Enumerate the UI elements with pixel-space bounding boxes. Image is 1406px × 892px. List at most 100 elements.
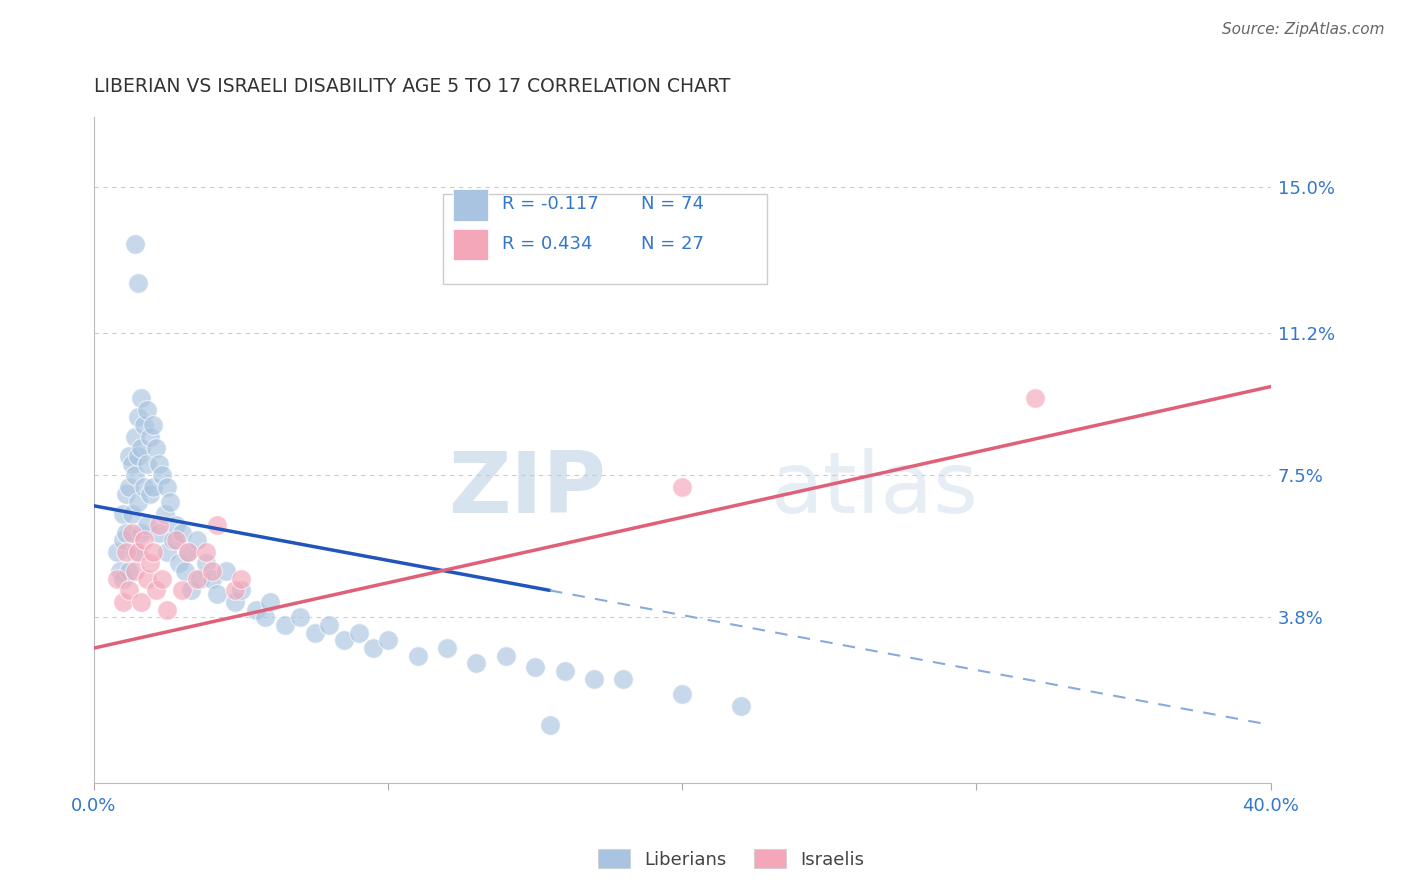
Point xyxy=(148,525,170,540)
Point xyxy=(121,507,143,521)
Point xyxy=(215,564,238,578)
Point xyxy=(118,479,141,493)
Point xyxy=(554,664,576,678)
Point xyxy=(186,533,208,548)
Point xyxy=(145,441,167,455)
Point xyxy=(112,533,135,548)
Point xyxy=(224,583,246,598)
Point xyxy=(253,610,276,624)
Point xyxy=(115,545,138,559)
Point xyxy=(124,429,146,443)
Point xyxy=(229,572,252,586)
Point xyxy=(112,572,135,586)
Point xyxy=(495,648,517,663)
Point xyxy=(165,518,187,533)
Point xyxy=(148,518,170,533)
Text: ZIP: ZIP xyxy=(449,449,606,532)
Point xyxy=(142,479,165,493)
Point xyxy=(129,391,152,405)
Point xyxy=(194,557,217,571)
Point xyxy=(118,583,141,598)
Point xyxy=(127,495,149,509)
Text: atlas: atlas xyxy=(770,449,979,532)
Point xyxy=(436,641,458,656)
Point xyxy=(333,633,356,648)
Point xyxy=(259,595,281,609)
Point xyxy=(188,572,211,586)
Point xyxy=(129,595,152,609)
Point xyxy=(165,533,187,548)
Point xyxy=(132,533,155,548)
Point xyxy=(107,572,129,586)
Point xyxy=(135,402,157,417)
Point xyxy=(150,468,173,483)
Point xyxy=(671,687,693,701)
Point xyxy=(162,533,184,548)
Text: R = 0.434: R = 0.434 xyxy=(502,235,593,252)
Point xyxy=(150,572,173,586)
Point xyxy=(156,479,179,493)
Point xyxy=(139,429,162,443)
Point xyxy=(363,641,385,656)
Text: R = -0.117: R = -0.117 xyxy=(502,195,599,213)
Point xyxy=(139,557,162,571)
Point xyxy=(245,602,267,616)
Point xyxy=(127,545,149,559)
Point xyxy=(129,441,152,455)
Point xyxy=(135,457,157,471)
Point xyxy=(177,545,200,559)
Point xyxy=(135,572,157,586)
FancyBboxPatch shape xyxy=(443,194,768,284)
Point xyxy=(180,583,202,598)
Point xyxy=(118,449,141,463)
Point xyxy=(201,572,224,586)
Point xyxy=(142,545,165,559)
Point xyxy=(671,479,693,493)
Point xyxy=(112,507,135,521)
Point xyxy=(465,657,488,671)
Point xyxy=(148,457,170,471)
Text: LIBERIAN VS ISRAELI DISABILITY AGE 5 TO 17 CORRELATION CHART: LIBERIAN VS ISRAELI DISABILITY AGE 5 TO … xyxy=(94,78,730,96)
Point xyxy=(347,625,370,640)
FancyBboxPatch shape xyxy=(453,188,488,220)
Point xyxy=(153,507,176,521)
Point xyxy=(194,545,217,559)
Point xyxy=(132,418,155,433)
Point xyxy=(142,418,165,433)
Point xyxy=(288,610,311,624)
Point xyxy=(127,276,149,290)
Point xyxy=(274,618,297,632)
Point xyxy=(583,672,606,686)
Text: N = 27: N = 27 xyxy=(641,235,704,252)
Point xyxy=(172,583,194,598)
Point xyxy=(224,595,246,609)
Point xyxy=(406,648,429,663)
Point xyxy=(145,583,167,598)
Point xyxy=(177,545,200,559)
Point xyxy=(229,583,252,598)
Point xyxy=(124,237,146,252)
Point xyxy=(318,618,340,632)
Point xyxy=(172,525,194,540)
Point xyxy=(115,525,138,540)
Point xyxy=(156,545,179,559)
Point xyxy=(139,487,162,501)
Point xyxy=(201,564,224,578)
FancyBboxPatch shape xyxy=(453,228,488,260)
Point xyxy=(118,564,141,578)
Point xyxy=(135,518,157,533)
Point xyxy=(127,410,149,425)
Point xyxy=(167,557,190,571)
Point xyxy=(174,564,197,578)
Point xyxy=(107,545,129,559)
Point xyxy=(121,525,143,540)
Point xyxy=(110,564,132,578)
Text: Source: ZipAtlas.com: Source: ZipAtlas.com xyxy=(1222,22,1385,37)
Point xyxy=(377,633,399,648)
Point xyxy=(159,495,181,509)
Point xyxy=(186,572,208,586)
Point xyxy=(112,595,135,609)
Point xyxy=(132,479,155,493)
Point xyxy=(1024,391,1046,405)
Point xyxy=(124,545,146,559)
